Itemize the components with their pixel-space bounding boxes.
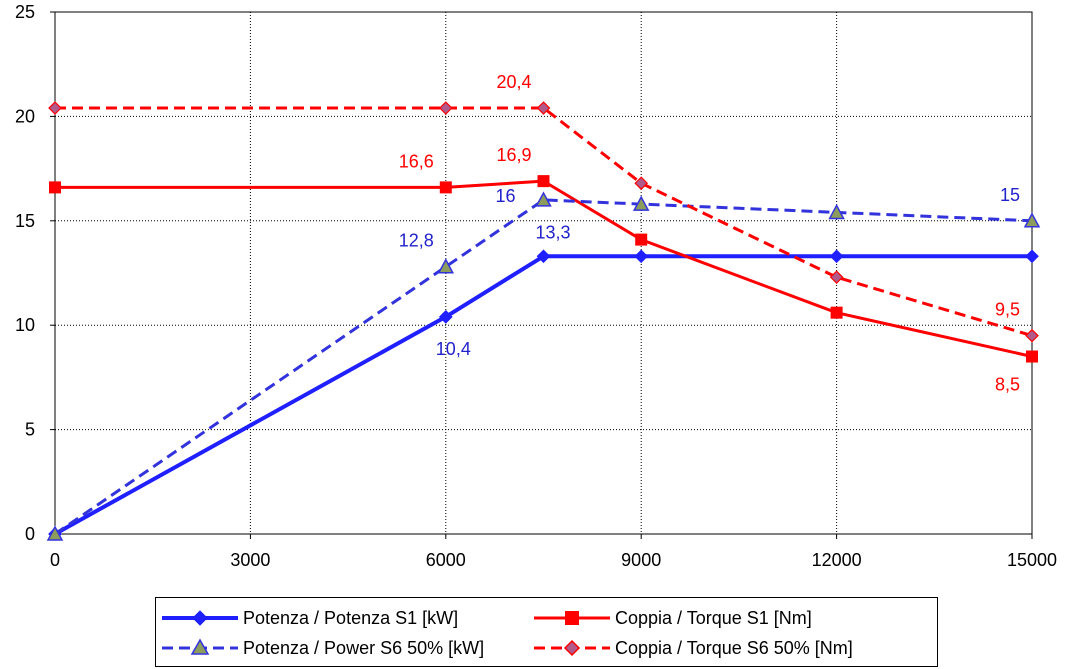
y-tick-label: 5 (25, 420, 35, 440)
line-chart: 0 5 10 15 20 25 0 3000 6000 9000 12000 15000 20,4 16… (15, 2, 1057, 570)
data-label: 20,4 (496, 72, 531, 92)
data-point (46, 525, 64, 541)
data-point (829, 249, 844, 264)
legend-label-coppia-s6: Coppia / Torque S6 50% [Nm] (615, 637, 853, 658)
data-labels: 20,4 16,6 16,9 16 15 12,8 13,3 10,4 9,5 8,5 (399, 72, 1020, 394)
axis-ticks: 0 5 10 15 20 25 0 3000 6000 9000 12000 15000 (15, 2, 1057, 570)
data-point (49, 181, 61, 194)
data-point (635, 233, 648, 246)
data-point (828, 203, 845, 220)
y-tick-label: 10 (15, 315, 35, 335)
data-point (437, 258, 455, 274)
data-point (1025, 249, 1039, 264)
legend-swatch-coppia-s6 (534, 639, 610, 657)
series-lines (46, 101, 1041, 541)
legend-label-coppia-s1: Coppia / Torque S1 [Nm] (615, 607, 812, 628)
data-point (634, 176, 649, 191)
y-tick-label: 15 (15, 211, 35, 231)
chart-legend: Potenza / Potenza S1 [kW] Coppia / Torqu… (155, 597, 938, 667)
series-4 (48, 101, 1039, 343)
data-point (536, 101, 551, 115)
data-point (634, 249, 649, 264)
legend-label-potenza-s6: Potenza / Power S6 50% [kW] (243, 637, 485, 658)
grid-lines (55, 12, 1032, 534)
data-label: 9,5 (995, 300, 1020, 320)
y-tick-label: 25 (15, 2, 35, 22)
data-label: 8,5 (995, 375, 1020, 395)
legend-swatch-potenza-s6 (162, 638, 238, 655)
series-2 (49, 175, 1038, 363)
series-line (55, 179, 1033, 358)
legend-entry-coppia-s6: Coppia / Torque S6 50% [Nm] (532, 636, 853, 660)
series-1 (48, 249, 1039, 541)
data-point (438, 309, 453, 324)
legend-entry-potenza-s6: Potenza / Power S6 50% [kW] (160, 636, 484, 660)
data-point (830, 306, 843, 319)
data-point (48, 101, 62, 115)
legend-entry-coppia-s1: Coppia / Torque S1 [Nm] (532, 606, 812, 630)
legend-swatch-potenza-s1 (162, 610, 238, 626)
legend-label-potenza-s1: Potenza / Potenza S1 [kW] (243, 607, 459, 628)
data-label: 16 (495, 186, 515, 206)
data-point (439, 181, 452, 194)
x-tick-label: 9000 (621, 550, 661, 570)
plot-area-frame (54, 11, 1033, 535)
x-tick-label: 15000 (1007, 550, 1057, 570)
series-line (55, 106, 1033, 338)
data-label: 12,8 (399, 231, 434, 251)
data-point (1026, 350, 1038, 363)
data-label: 16,6 (399, 151, 434, 171)
series-3 (46, 191, 1041, 541)
data-point (1023, 212, 1041, 228)
x-tick-label: 0 (50, 550, 60, 570)
x-tick-label: 3000 (230, 550, 270, 570)
data-point (535, 191, 552, 207)
data-label: 16,9 (496, 145, 531, 165)
data-point (829, 270, 844, 285)
x-tick-label: 12000 (812, 550, 862, 570)
legend-entry-potenza-s1: Potenza / Potenza S1 [kW] (160, 606, 458, 630)
data-point (1025, 328, 1039, 343)
series-line (54, 254, 1032, 536)
x-tick-label: 6000 (426, 550, 466, 570)
y-tick-label: 0 (25, 524, 35, 544)
data-point (438, 101, 453, 115)
data-label: 15 (1000, 185, 1020, 205)
series-line (54, 198, 1033, 536)
data-label: 13,3 (536, 222, 571, 242)
legend-swatch-coppia-s1 (534, 611, 610, 625)
data-label: 10,4 (436, 339, 471, 359)
data-point (537, 175, 550, 188)
data-point (632, 195, 650, 211)
data-point (536, 249, 551, 264)
y-tick-label: 20 (15, 106, 35, 126)
